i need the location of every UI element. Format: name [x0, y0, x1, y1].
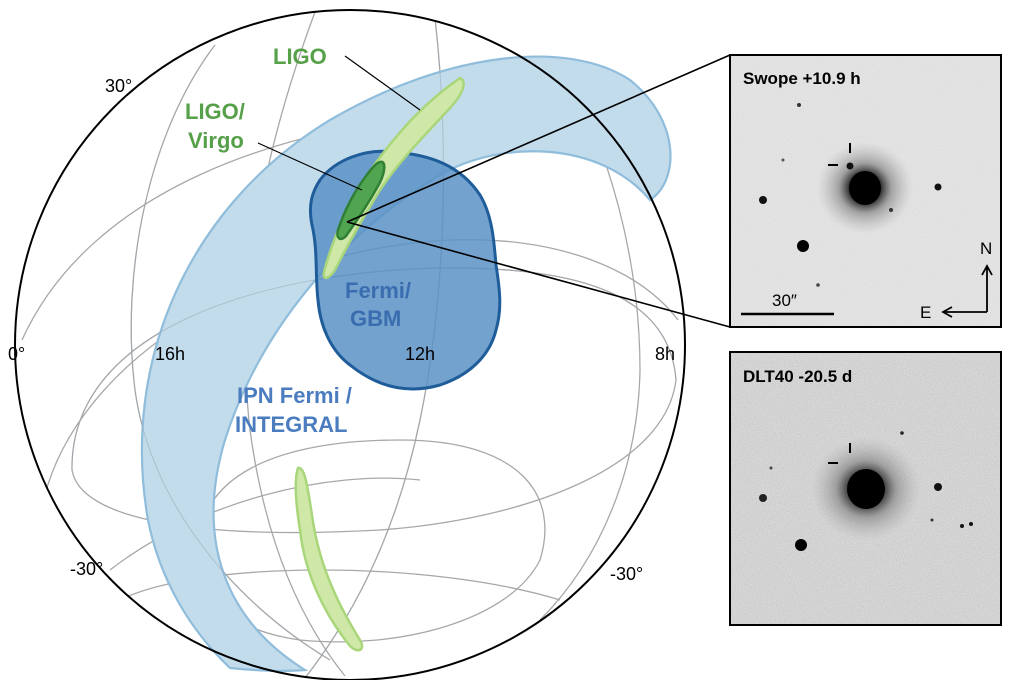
grid-line-dec-lower — [198, 439, 546, 643]
zoom-line-bottom — [346, 221, 731, 328]
dec-label-30-upper: 30° — [105, 76, 132, 96]
ligo-virgo-callout-line — [257, 142, 363, 191]
ligo-upper-region — [322, 76, 465, 280]
compass-north-label: N — [980, 239, 992, 258]
dlt40-panel: DLT40 -20.5 d — [729, 351, 1002, 626]
ligo-label: LIGO — [273, 44, 327, 69]
zoom-line-top — [346, 54, 731, 223]
swope-scale-label: 30″ — [772, 291, 797, 310]
dec-label-0: 0° — [8, 344, 25, 364]
ra-label-8h: 8h — [655, 344, 675, 364]
ligo-lower-region — [294, 466, 364, 652]
ipn-label-line1: IPN Fermi / — [237, 383, 352, 408]
dlt40-field-sources — [759, 431, 973, 551]
dec-label-neg30-left: -30° — [70, 559, 103, 579]
compass-east-label: E — [920, 303, 931, 322]
compass — [941, 264, 993, 318]
fermi-label-line2: GBM — [350, 306, 401, 331]
swope-panel: 30″ N E Swope +10.9 h — [729, 54, 1002, 328]
grid-line-ra-14h — [245, 11, 346, 677]
globe-outline — [14, 9, 686, 680]
ipn-label-line2: INTEGRAL — [235, 412, 347, 437]
ligo-virgo-label-line1: LIGO/ — [185, 99, 245, 124]
swope-field-sources — [759, 103, 942, 287]
ligo-callout-line — [344, 55, 421, 111]
fermi-label-line1: Fermi/ — [345, 278, 411, 303]
ligo-virgo-region — [336, 160, 386, 241]
ra-label-16h: 16h — [155, 344, 185, 364]
dlt40-panel-title: DLT40 -20.5 d — [743, 367, 852, 386]
dec-label-neg30-right: -30° — [610, 564, 643, 584]
swope-panel-title: Swope +10.9 h — [743, 69, 861, 88]
ligo-virgo-label-line2: Virgo — [188, 128, 244, 153]
ra-label-12h: 12h — [405, 344, 435, 364]
sky-globe: 30° 0° -30° -30° 16h 12h 8h LIGO LIGO/ V… — [8, 9, 686, 680]
grid-line-ra-bottom-left — [109, 477, 421, 571]
